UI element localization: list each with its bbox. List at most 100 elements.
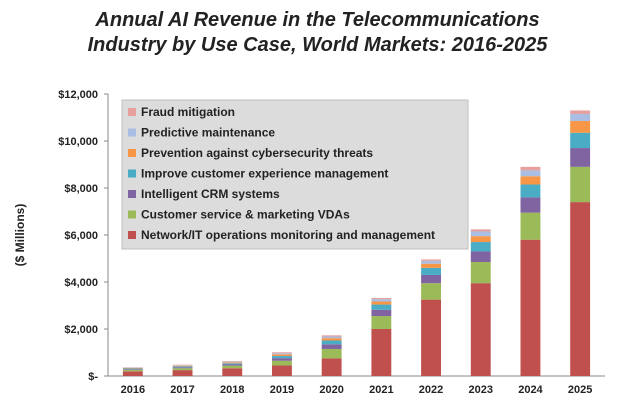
bar-stack-2025 [570, 110, 591, 376]
x-tick-label: 2019 [270, 384, 294, 396]
bar-segment [172, 366, 193, 368]
bar-segment [470, 236, 491, 243]
bar-segment [222, 361, 243, 363]
bar-segment [222, 363, 243, 365]
legend-item-label: Fraud mitigation [141, 105, 235, 119]
bar-segment [421, 274, 441, 284]
bar-segment [570, 166, 591, 203]
bar-segment [421, 260, 441, 264]
bar-segment [371, 329, 392, 376]
bar-stack-2021 [371, 297, 392, 376]
bar-segment [570, 121, 591, 133]
bar-segment [470, 251, 491, 263]
bar-stack-2016 [122, 367, 143, 376]
bar-stack-2018 [222, 361, 243, 376]
chart-title-line-2: Industry by Use Case, World Markets: 201… [87, 34, 548, 56]
bar-stack-2022 [421, 259, 441, 376]
legend-swatch [128, 169, 136, 178]
bar-segment [371, 316, 392, 329]
y-tick-label: $8,000 [64, 183, 98, 195]
bar-segment [321, 340, 342, 345]
bar-segment [570, 148, 591, 167]
bar-segment [272, 356, 292, 359]
bar-segment [172, 370, 193, 376]
bar-segment [421, 283, 441, 300]
bar-segment [122, 369, 143, 370]
bar-segment [520, 170, 541, 177]
bar-segment [421, 259, 441, 261]
x-tick-label: 2020 [319, 384, 343, 396]
bar-segment [371, 299, 392, 302]
legend-box [121, 99, 469, 250]
bar-segment [321, 348, 342, 359]
bar-stack-2019 [272, 352, 292, 376]
bar-segment [520, 166, 541, 171]
bar-segment [470, 231, 491, 237]
legend-item-label: Intelligent CRM systems [141, 187, 280, 201]
y-tick-label: $2,000 [64, 324, 98, 336]
bar-stack-2017 [172, 364, 193, 376]
legend-item-label: Prevention against cybersecurity threats [141, 146, 373, 160]
y-axis-label: ($ Millions) [13, 204, 27, 267]
x-tick-label: 2023 [469, 384, 493, 396]
bar-segment [470, 262, 491, 284]
y-tick-label: $4,000 [64, 277, 98, 289]
legend-item-label: Customer service & marketing VDAs [141, 208, 350, 222]
legend: Fraud mitigation Predictive maintenance Pr… [121, 99, 469, 250]
bar-segment [520, 239, 541, 376]
bar-segment [570, 110, 591, 114]
bar-segment [371, 304, 392, 310]
legend-item-label: Network/IT operations monitoring and man… [141, 228, 435, 242]
bar-segment [272, 360, 292, 366]
bar-segment [520, 184, 541, 198]
bar-segment [272, 352, 292, 354]
legend-swatch [128, 149, 136, 157]
x-tick-label: 2016 [121, 384, 145, 396]
bar-segment [321, 336, 342, 339]
x-tick-label: 2025 [568, 384, 592, 396]
legend-swatch [128, 128, 136, 137]
bar-segment [272, 358, 292, 361]
bar-segment [321, 335, 342, 337]
bar-segment [421, 299, 441, 376]
bar-segment [421, 263, 441, 268]
bar-segment [222, 362, 243, 364]
bar-segment [222, 361, 243, 362]
bar-segment [371, 301, 392, 305]
bar-segment [222, 364, 243, 366]
x-tick-label: 2018 [220, 384, 244, 396]
bar-segment [122, 369, 143, 372]
bar-segment [470, 229, 491, 232]
bar-segment [272, 365, 292, 376]
bar-stack-2024 [520, 166, 541, 376]
bar-segment [520, 197, 541, 213]
legend-swatch [128, 190, 136, 198]
bar-segment [570, 113, 591, 122]
chart-title: Annual AI Revenue in the Telecommunicati… [0, 8, 635, 58]
bar-segment [520, 212, 541, 240]
x-tick-label: 2017 [170, 384, 194, 396]
y-tick-label: $6,000 [64, 230, 98, 242]
legend-swatch [128, 210, 136, 219]
x-tick-label: 2024 [518, 384, 543, 396]
y-tick-label: $- [88, 371, 98, 383]
legend-item-label: Predictive maintenance [141, 126, 275, 140]
x-tick-label: 2022 [419, 384, 443, 396]
bar-segment [421, 267, 441, 275]
legend-swatch [128, 231, 136, 239]
bar-segment [321, 344, 342, 349]
bars [122, 110, 591, 376]
bar-segment [122, 371, 143, 376]
x-tick-label: 2021 [369, 384, 393, 396]
bar-segment [222, 368, 243, 376]
legend-swatch [128, 108, 136, 116]
bar-segment [172, 367, 193, 369]
bar-segment [371, 309, 392, 317]
y-tick-label: $12,000 [58, 89, 98, 101]
bar-segment [470, 242, 491, 252]
bar-segment [570, 132, 591, 149]
bar-segment [371, 297, 392, 300]
bar-segment [222, 365, 243, 369]
bar-segment [272, 354, 292, 357]
